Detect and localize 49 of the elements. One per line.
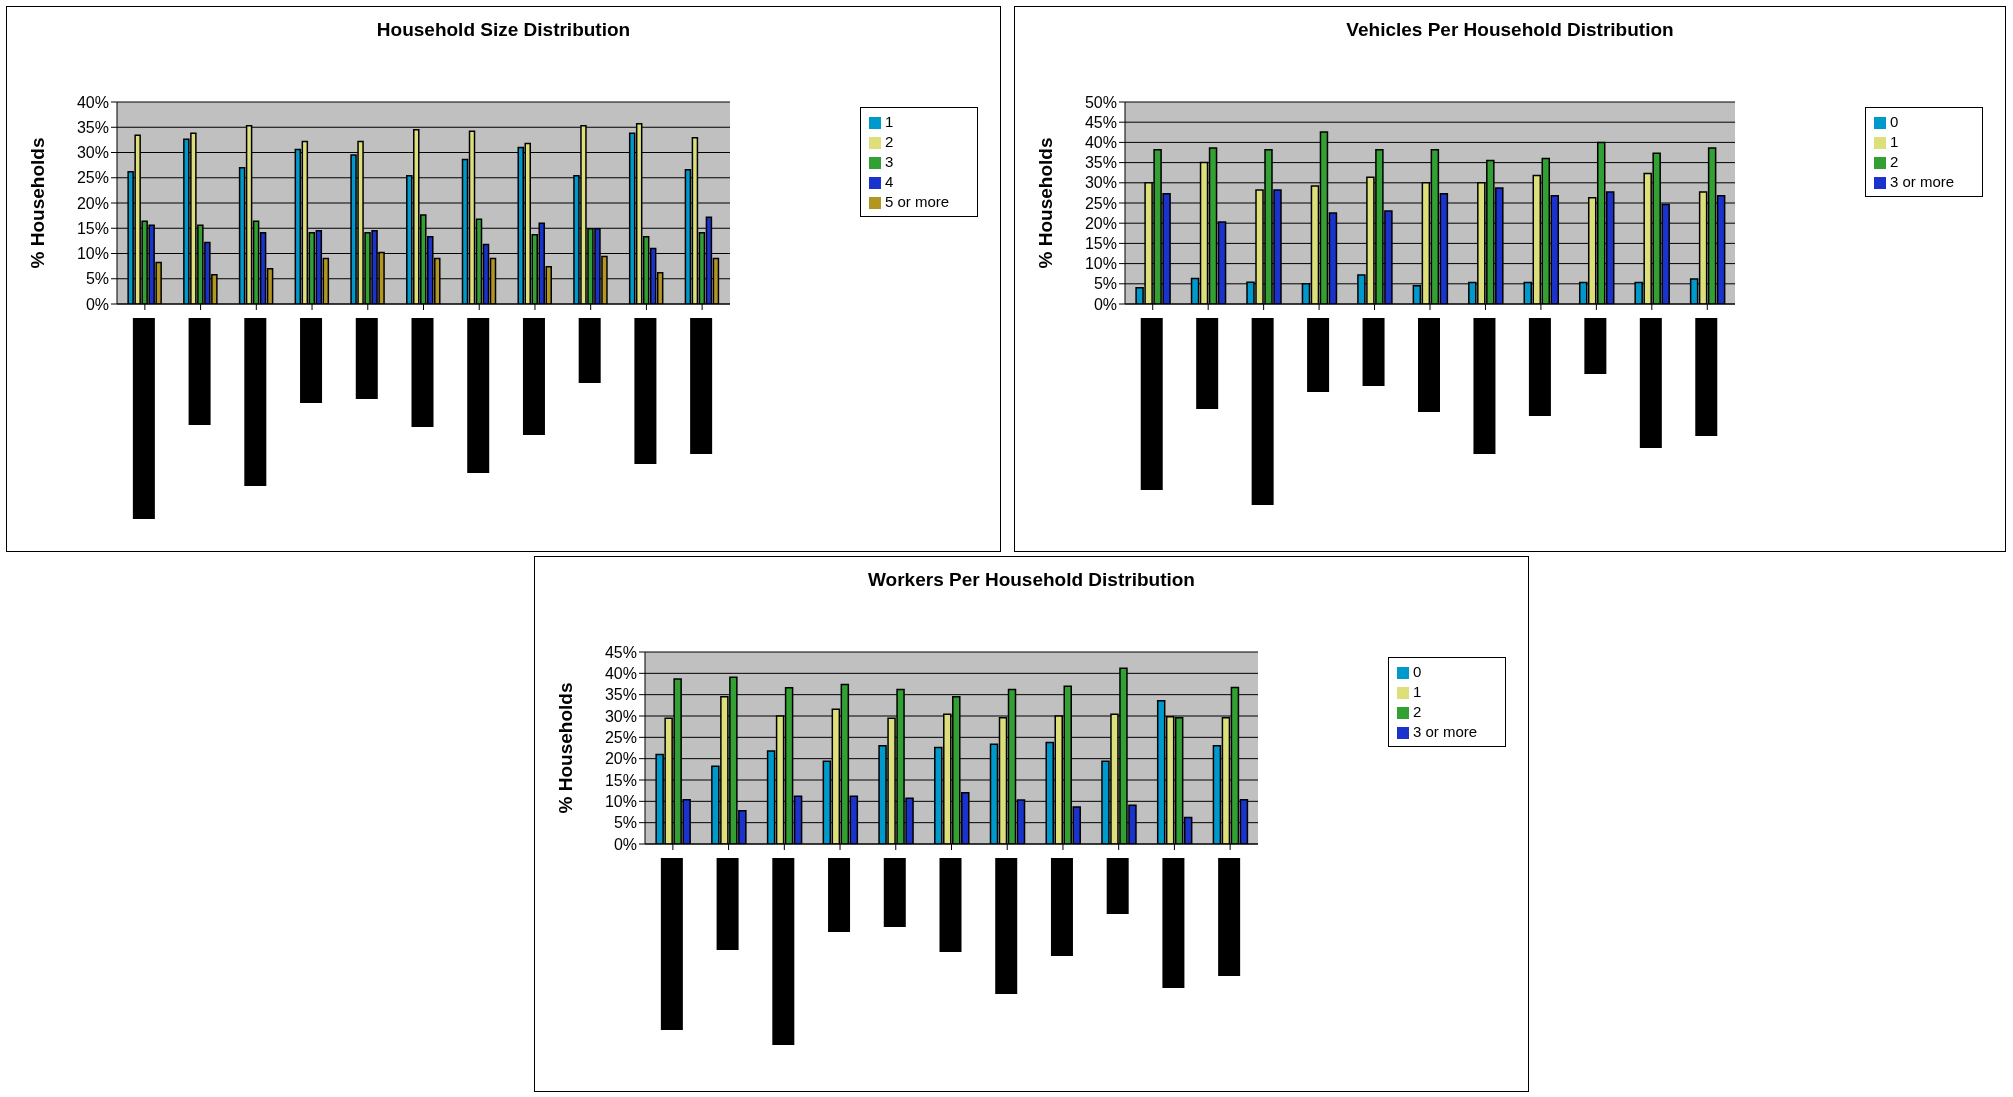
y-tick-label: 5% [613,814,637,832]
chart-title: Vehicles Per Household Distribution [1345,19,1675,41]
y-tick-label: 0% [1093,295,1117,313]
legend-label: 1 [1413,683,1422,700]
legend-label: 3 or more [1890,173,1955,190]
y-tick-label: 25% [1084,194,1117,212]
y-tick-label: 15% [76,219,109,237]
legend-label: 0 [1890,113,1899,130]
y-tick-label: 50% [1084,93,1117,111]
y-tick-label: 20% [604,750,637,768]
y-tick-label: 10% [604,793,637,811]
y-tick-label: 10% [1084,255,1117,273]
y-tick-label: 30% [604,707,637,725]
y-tick-label: 40% [604,665,637,683]
legend-label: 1 [885,113,894,130]
legend-label: 1 [1890,133,1899,150]
y-tick-label: 5% [85,270,109,288]
y-tick-label: 45% [1084,113,1117,131]
y-tick-label: 30% [1084,174,1117,192]
legend-label: 0 [1413,663,1422,680]
legend-label: 3 or more [1413,723,1478,740]
y-tick-label: 0% [613,835,637,853]
y-axis-title: % Households [554,682,576,814]
y-tick-label: 40% [76,93,109,111]
y-tick-label: 35% [76,118,109,136]
chart-title: Workers Per Household Distribution [867,569,1196,591]
y-tick-label: 40% [1084,134,1117,152]
y-axis-title: % Households [1034,137,1056,269]
y-tick-label: 25% [604,729,637,747]
legend-label: 2 [1890,153,1899,170]
y-tick-label: 20% [76,194,109,212]
legend-label: 2 [1413,703,1422,720]
y-tick-label: 15% [1084,235,1117,253]
y-tick-label: 0% [85,295,109,313]
legend-label: 4 [885,173,894,190]
y-tick-label: 25% [76,169,109,187]
legend-label: 5 or more [885,193,950,210]
y-tick-label: 35% [604,686,637,704]
legend-label: 2 [885,133,894,150]
y-tick-label: 30% [76,144,109,162]
y-tick-label: 10% [76,245,109,263]
y-axis-title: % Households [26,137,48,269]
y-tick-label: 35% [1084,154,1117,172]
y-tick-label: 45% [604,643,637,661]
chart-title: Household Size Distribution [375,19,632,41]
y-tick-label: 5% [1093,275,1117,293]
legend-label: 3 [885,153,894,170]
y-tick-label: 15% [604,771,637,789]
y-tick-label: 20% [1084,214,1117,232]
